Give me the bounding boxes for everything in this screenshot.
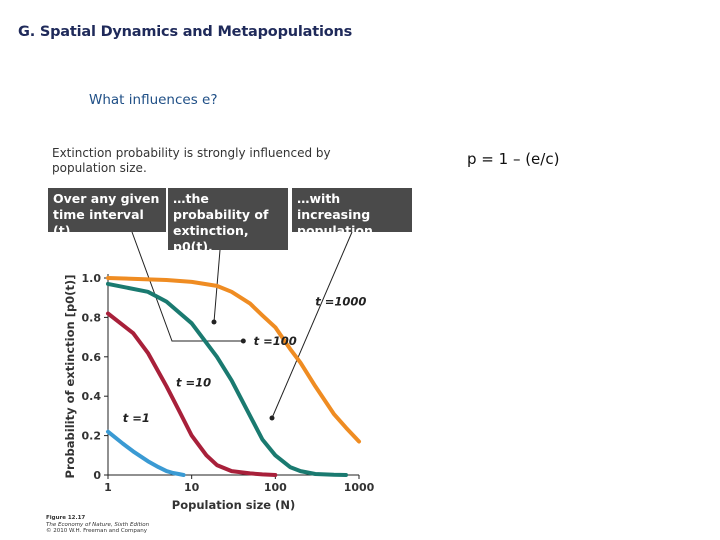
y-tick-label: 0.8: [82, 311, 102, 324]
series-line-2: [106, 281, 348, 477]
description-text: Extinction probability is strongly influ…: [52, 146, 331, 175]
callout-population-size: …with increasing population size, N.: [292, 188, 412, 254]
series-line-1: [106, 311, 278, 477]
leader-dot-time: [240, 338, 246, 344]
x-tick-label: 1000: [344, 481, 374, 494]
leader-dot-population: [269, 415, 275, 421]
y-tick-label: 0: [93, 469, 101, 482]
figure-number: Figure 12.17: [46, 515, 86, 521]
series-label-3: t =1: [123, 411, 150, 425]
series-label-0: t =1000: [315, 295, 366, 309]
question-text: What influences e?: [89, 92, 218, 108]
leader-line-population: [271, 231, 353, 419]
x-tick-label: 100: [264, 481, 287, 494]
y-tick-label: 0.2: [82, 430, 102, 443]
extinction-probability-chart: 0 0.2 0.4 0.6 0.8 1.0 1 10 100 1000 Population siz…: [63, 231, 374, 512]
callout-time-interval: Over any given time interval (t)…: [48, 188, 166, 238]
y-tick-label: 0.6: [82, 351, 102, 364]
series-line-3: [106, 276, 361, 444]
x-axis-label: Population size (N): [172, 498, 295, 512]
chart-series: [106, 276, 361, 477]
leader-dot-probability: [211, 319, 217, 325]
y-tick-label: 1.0: [82, 272, 102, 285]
formula-text: p = 1 – (e/c): [467, 150, 560, 168]
series-label-2: t =10: [176, 375, 211, 389]
figure: Over any given time interval (t)… …the p…: [44, 188, 412, 540]
y-axis-label: Probability of extinction [p0(t)]: [63, 275, 77, 479]
y-tick-label: 0.4: [82, 390, 102, 403]
series-line-0: [106, 429, 186, 477]
callout-extinction-probability: …the probability of extinction, p0(t), d…: [168, 188, 288, 270]
figure-copyright: © 2010 W.H. Freeman and Company: [46, 528, 147, 534]
figure-caption: Figure 12.17 The Economy of Nature, Sixt…: [46, 515, 149, 535]
figure-source-book: The Economy of Nature, Sixth Edition: [46, 521, 150, 528]
series-label-1: t =100: [254, 334, 297, 348]
leader-line-time: [131, 231, 244, 342]
chart-annotations: t =1000 t =100 t =10 t =1: [123, 295, 367, 425]
x-tick-label: 10: [184, 481, 200, 494]
x-tick-label: 1: [104, 481, 112, 494]
slide-title: G. Spatial Dynamics and Metapopulations: [18, 24, 353, 40]
